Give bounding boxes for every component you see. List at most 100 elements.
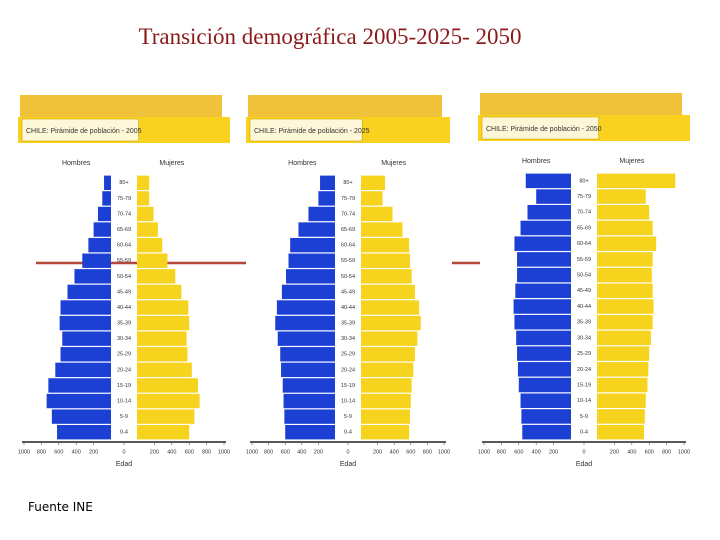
x-tick-label: 1000 xyxy=(678,449,690,455)
age-label: 25-29 xyxy=(341,352,355,358)
legend-women: Mujeres xyxy=(381,160,406,167)
x-tick-label: 600 xyxy=(54,449,63,455)
bar-women xyxy=(597,424,644,440)
bar-men xyxy=(60,300,111,315)
bar-men xyxy=(515,283,571,299)
x-tick-label: 400 xyxy=(297,449,306,455)
x-tick-label: 400 xyxy=(72,449,81,455)
bar-women xyxy=(361,237,410,253)
age-label: 75-79 xyxy=(341,196,355,202)
bar-women xyxy=(137,300,189,315)
axis-label: Edad xyxy=(340,461,356,468)
bar-men xyxy=(514,236,571,251)
age-label: 60-64 xyxy=(341,243,355,249)
bar-men xyxy=(104,175,111,190)
bar-women xyxy=(137,269,176,284)
x-tick-label: 0 xyxy=(582,449,585,455)
bar-women xyxy=(361,425,410,440)
bar-men xyxy=(520,220,571,236)
slide-title: Transición demográfica 2005-2025- 2050 xyxy=(138,24,522,49)
age-label: 40-44 xyxy=(117,305,131,311)
bar-women xyxy=(137,175,150,190)
age-label: 15-19 xyxy=(577,382,591,388)
age-label: 20-24 xyxy=(577,367,591,373)
x-tick-label: 800 xyxy=(202,449,211,455)
age-label: 40-44 xyxy=(341,305,355,311)
header-box xyxy=(21,118,139,142)
bar-women xyxy=(597,173,676,189)
bar-men xyxy=(288,253,335,268)
bar-women xyxy=(597,409,645,424)
x-tick-label: 200 xyxy=(549,449,558,455)
age-label: 20-24 xyxy=(341,367,355,373)
bar-men xyxy=(284,409,335,424)
age-label: 0-4 xyxy=(344,430,352,436)
bar-women xyxy=(361,393,411,409)
bar-women xyxy=(361,331,418,346)
x-tick-label: 1000 xyxy=(478,449,490,455)
x-tick-label: 600 xyxy=(645,449,654,455)
bar-women xyxy=(597,393,646,408)
bar-men xyxy=(276,300,335,315)
bar-women xyxy=(361,315,421,331)
age-label: 35-39 xyxy=(117,321,131,327)
axis-label: Edad xyxy=(576,461,592,468)
bar-men xyxy=(282,378,335,393)
bar-men xyxy=(102,191,111,206)
x-tick-label: 600 xyxy=(406,449,415,455)
bar-women xyxy=(361,409,410,424)
x-tick-label: 1000 xyxy=(18,449,30,455)
age-label: 80+ xyxy=(343,180,352,186)
bar-men xyxy=(521,409,571,424)
bar-women xyxy=(597,189,646,204)
bar-men xyxy=(281,362,335,378)
bar-women xyxy=(137,409,195,424)
bar-men xyxy=(517,252,571,267)
age-label: 55-59 xyxy=(577,257,591,263)
bar-women xyxy=(137,253,168,268)
bar-women xyxy=(597,236,657,251)
age-label: 25-29 xyxy=(117,352,131,358)
x-tick-label: 1000 xyxy=(246,449,258,455)
bar-women xyxy=(361,222,403,237)
bar-women xyxy=(361,206,393,222)
age-label: 70-74 xyxy=(577,210,591,216)
bar-women xyxy=(361,362,414,378)
x-tick-label: 800 xyxy=(662,449,671,455)
bar-women xyxy=(597,252,653,267)
age-label: 10-14 xyxy=(577,398,591,404)
bar-men xyxy=(285,425,335,440)
source-note: Fuente INE xyxy=(28,500,93,514)
x-tick-label: 800 xyxy=(264,449,273,455)
age-label: 10-14 xyxy=(341,398,355,404)
bar-men xyxy=(88,237,111,253)
bar-women xyxy=(361,253,410,268)
bar-men xyxy=(281,284,335,300)
legend-women: Mujeres xyxy=(619,158,644,165)
age-label: 50-54 xyxy=(577,273,591,279)
bar-men xyxy=(286,269,335,284)
header-band xyxy=(20,95,222,117)
x-tick-label: 200 xyxy=(150,449,159,455)
bar-women xyxy=(137,331,187,346)
age-label: 75-79 xyxy=(577,194,591,200)
age-label: 20-24 xyxy=(117,367,131,373)
bar-women xyxy=(597,299,654,314)
age-label: 80+ xyxy=(579,178,588,184)
legend-men: Hombres xyxy=(288,160,317,167)
age-label: 55-59 xyxy=(117,258,131,264)
bar-women xyxy=(597,283,653,299)
bar-men xyxy=(59,315,111,331)
chart-title: CHILE: Pirámide de población - 2025 xyxy=(254,128,370,135)
bar-men xyxy=(320,175,335,190)
age-label: 5-9 xyxy=(580,414,588,420)
bar-women xyxy=(597,220,653,236)
x-tick-label: 800 xyxy=(497,449,506,455)
x-tick-label: 400 xyxy=(532,449,541,455)
age-label: 30-34 xyxy=(117,336,131,342)
x-tick-label: 400 xyxy=(390,449,399,455)
age-label: 0-4 xyxy=(120,430,128,436)
bar-men xyxy=(67,284,111,300)
bar-men xyxy=(48,378,111,393)
